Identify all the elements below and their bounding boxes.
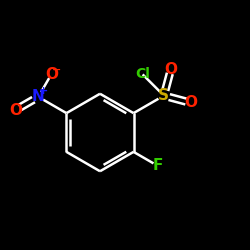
Text: O: O xyxy=(184,95,197,110)
Text: N: N xyxy=(32,90,45,104)
Text: S: S xyxy=(158,88,169,103)
Text: O: O xyxy=(9,102,22,118)
Text: Cl: Cl xyxy=(135,68,150,82)
Text: O: O xyxy=(164,62,177,76)
Text: O: O xyxy=(45,67,58,82)
Text: −: − xyxy=(52,65,62,75)
Text: +: + xyxy=(39,86,48,96)
Text: F: F xyxy=(152,158,162,173)
